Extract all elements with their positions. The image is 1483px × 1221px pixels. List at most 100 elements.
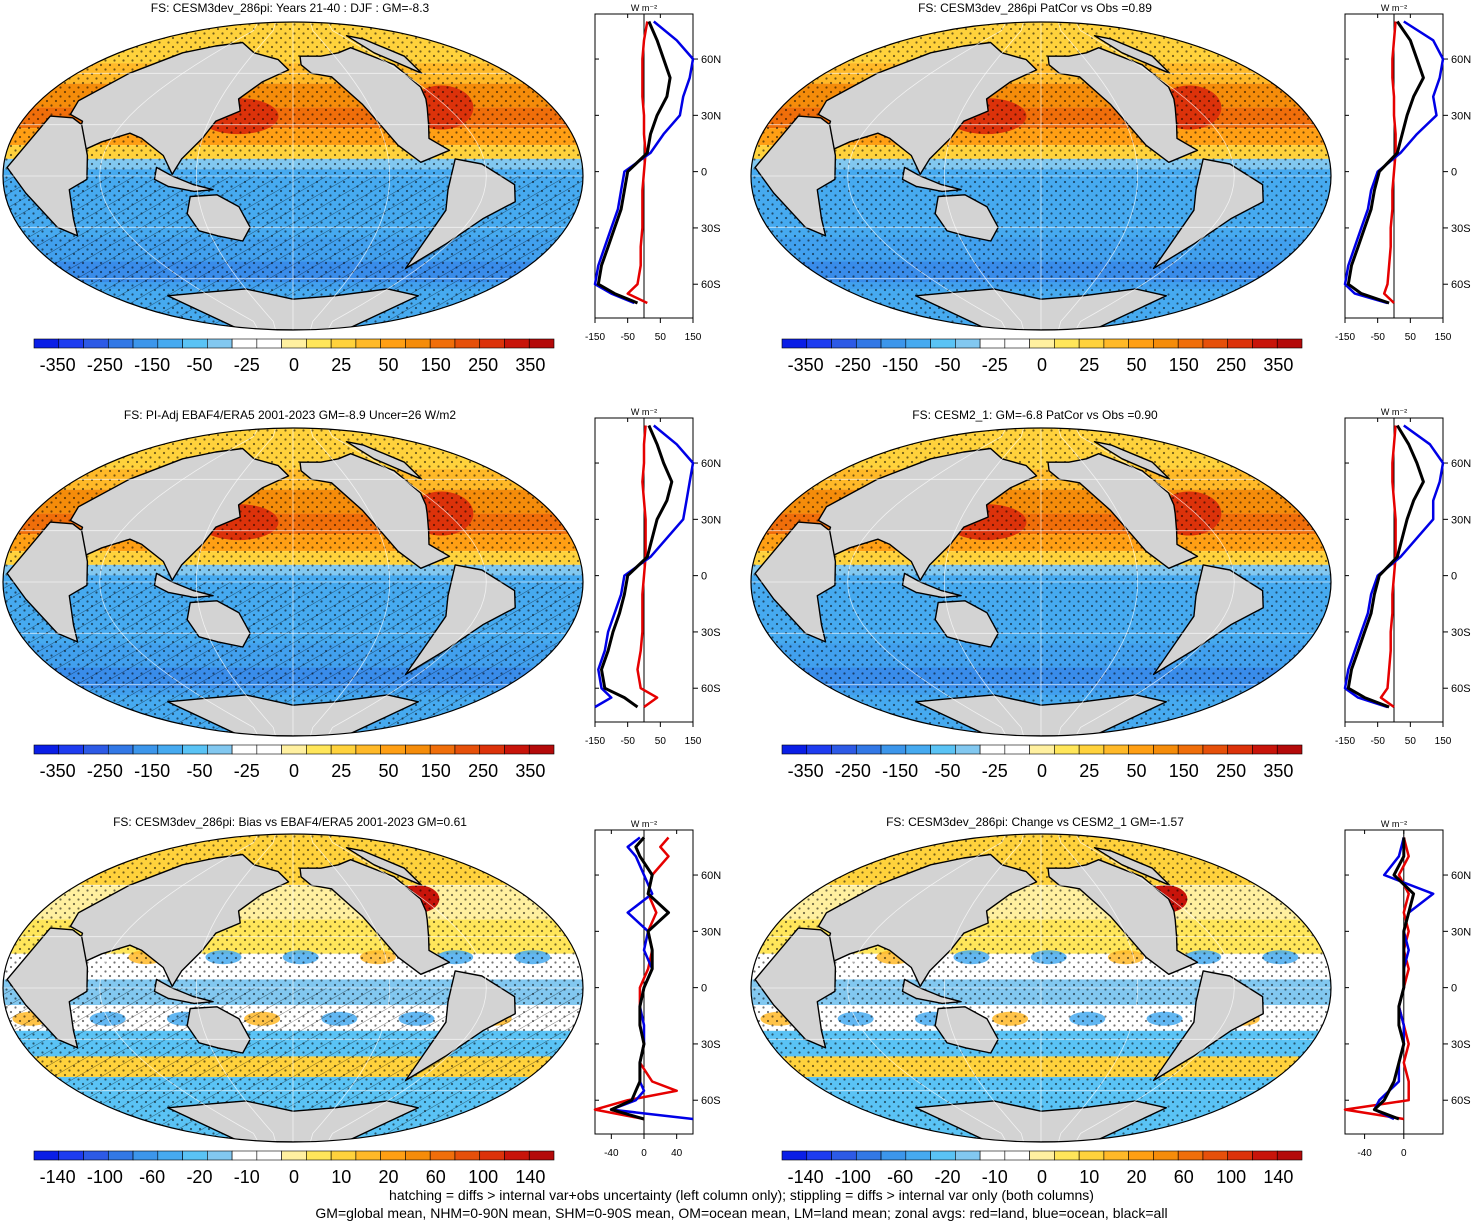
land-australia [934,600,999,648]
colorbar-tick-label: 350 [515,761,545,781]
colorbar-swatch [256,744,282,755]
colorbar-tick-label: -350 [788,761,824,781]
colorbar-swatch [207,1150,233,1161]
zonal-xtick-label: 50 [655,332,667,343]
graticule-lon [327,428,487,736]
land-samerica [1152,564,1264,676]
colorbar-swatch [1054,1150,1080,1161]
colorbar-tick-label: 0 [289,761,299,781]
world-map-5 [2,833,584,1143]
colorbar-tick-label: 20 [1127,1167,1147,1187]
colorbar-swatch [479,338,505,349]
zonal-xtick-label: -150 [1335,332,1355,343]
colorbar-tick-label: 10 [331,1167,351,1187]
colorbar-swatch [330,1150,357,1161]
colorbar-swatch [1276,744,1303,755]
panel-title-3: FS: PI-Adj EBAF4/ERA5 2001-2023 GM=-8.9 … [123,408,457,422]
colorbar-swatch [454,744,481,755]
panel-title-6: FS: CESM3dev_286pi: Change vs CESM2_1 GM… [886,815,1184,829]
land-samerica [404,158,516,270]
zonal-ytick-label: 0 [1451,167,1457,179]
colorbar-swatch [930,1150,956,1161]
land-namerica [299,453,451,569]
zonal-ytick-label: 60S [701,1095,721,1107]
colorbar-swatch [880,1150,907,1161]
colorbar-swatch [528,338,555,349]
colorbar-swatch [1029,338,1055,349]
graticule-lon [1075,428,1235,736]
graticule-lon [1058,428,1139,736]
colorbar-tick-label: 250 [468,355,498,375]
colorbar-swatch [182,1150,208,1161]
zonal-ytick-label: 60N [1451,54,1471,66]
colorbar-swatch [1252,338,1278,349]
colorbar-swatch [1153,744,1179,755]
colorbar-tick-label: 250 [1216,355,1246,375]
colorbar-swatch [231,1150,258,1161]
zonal-ytick-label: 60N [1451,458,1471,470]
world-map-4 [750,427,1332,737]
colorbar-tick-label: 0 [289,1167,299,1187]
colorbar-swatch [930,744,956,755]
colorbar-tick-label: 25 [1079,761,1099,781]
zonal-line-ocean [1343,424,1445,709]
zonal-xtick-label: -40 [1357,1148,1372,1159]
land-indonesia [901,166,962,193]
graticule-lon [195,22,276,330]
colorbar-swatch [1202,338,1229,349]
zonal-line-all [596,20,672,305]
colorbar-swatch [429,338,456,349]
colorbar-swatch [182,744,208,755]
zonal-plot-3: W m⁻² 60N 30N 0 30S 60S -150 -50 50 150 [585,407,721,747]
map-outline [750,427,1332,737]
zonal-ytick-label: 30S [1451,223,1471,235]
colorbar-tick-label: -150 [134,761,170,781]
panel-title-2: FS: CESM3dev_286pi PatCor vs Obs =0.89 [918,1,1152,15]
colorbar-swatch [107,744,134,755]
colorbar-tick-label: -60 [139,1167,165,1187]
panel-title-1: FS: CESM3dev_286pi: Years 21-40 : DJF : … [150,1,430,15]
graticule-lon [1058,22,1139,330]
colorbar-tick-label: 140 [515,1167,545,1187]
panel-title-5: FS: CESM3dev_286pi: Bias vs EBAF4/ERA5 2… [113,815,467,829]
colorbar-swatch [806,1150,832,1161]
zonal-plot-4: W m⁻² 60N 30N 0 30S 60S -150 -50 50 150 [1335,407,1471,747]
colorbar-swatch [83,744,109,755]
colorbar-swatch [58,338,84,349]
graticule-lon [847,22,1007,330]
colorbar-swatch [405,744,431,755]
land-indonesia [153,572,214,599]
land-greenland [1093,35,1171,74]
colorbar-swatch [231,338,258,349]
land-samerica [1152,158,1264,270]
colorbar-swatch [1177,338,1204,349]
colorbar-swatch [831,338,857,349]
colorbar-tick-label: -10 [234,1167,260,1187]
colorbar-tick-label: -10 [982,1167,1008,1187]
colorbar-swatch [132,744,159,755]
colorbar-swatch [33,338,60,349]
colorbar-tick-label: -140 [788,1167,824,1187]
graticule-lon [1058,834,1139,1142]
colorbar-swatch [504,1150,530,1161]
land-samerica [1152,970,1264,1082]
colorbar-tick-label: -25 [234,355,260,375]
zonal-line-land [1382,21,1397,304]
colorbar-5: -140 -100 -60 -20 -10 0 10 20 60 100 140 [33,1150,555,1187]
colorbar-swatch [157,338,183,349]
zonal-xtick-label: -40 [604,1148,619,1159]
zonal-xtick-label: -50 [620,736,635,747]
colorbar-swatch [905,1150,931,1161]
land-indonesia [901,978,962,1005]
colorbar-2: -350 -250 -150 -50 -25 0 25 50 150 250 350 [781,338,1303,375]
zonal-units-label: W m⁻² [631,3,657,13]
colorbar-swatch [33,744,60,755]
colorbar-swatch [429,744,456,755]
colorbar-tick-label: 350 [515,355,545,375]
zonal-xtick-label: 0 [1401,1148,1407,1159]
zonal-ytick-label: 30N [1451,110,1471,122]
colorbar-tick-label: -350 [788,355,824,375]
land-samerica [404,564,516,676]
zonal-line-land [1379,425,1397,709]
colorbar-tick-label: -350 [40,355,76,375]
